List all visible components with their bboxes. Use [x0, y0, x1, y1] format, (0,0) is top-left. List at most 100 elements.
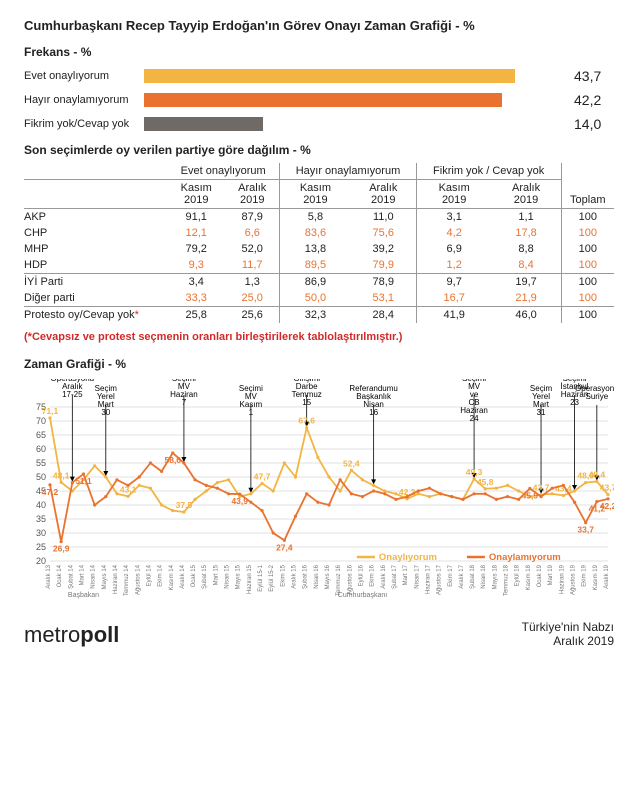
svg-text:Şubat 15: Şubat 15: [202, 564, 208, 589]
svg-text:Mayıs 16: Mayıs 16: [325, 564, 331, 589]
svg-text:Şubat 16: Şubat 16: [303, 564, 309, 589]
svg-text:1: 1: [249, 408, 254, 417]
bar-row: Fikrim yok/Cevap yok 14,0: [24, 115, 614, 133]
svg-text:MV: MV: [178, 382, 191, 391]
svg-text:65: 65: [36, 430, 46, 440]
svg-text:40: 40: [36, 500, 46, 510]
bar-row: Hayır onaylamıyorum42,2: [24, 91, 614, 109]
footer: metropoll Türkiye'nin Nabzı Aralık 2019: [24, 620, 614, 648]
time-series-chart: 20253035404550556065707517-25AralıkOpera…: [24, 379, 614, 602]
svg-text:Mart: Mart: [533, 400, 550, 409]
freq-label: Frekans - %: [24, 45, 614, 59]
svg-text:Nisan 17: Nisan 17: [414, 564, 420, 588]
svg-text:MV: MV: [468, 382, 481, 391]
bar-row: Evet onaylıyorum 43,7: [24, 67, 614, 85]
svg-text:7: 7: [182, 398, 187, 407]
svg-text:Mart 19: Mart 19: [548, 564, 554, 585]
svg-text:Mart 17: Mart 17: [403, 564, 409, 585]
bar-label: Hayır onaylamıyorum: [24, 94, 144, 106]
svg-text:Ekim 15: Ekim 15: [280, 564, 286, 586]
svg-text:47,2: 47,2: [42, 487, 59, 497]
svg-text:50: 50: [36, 472, 46, 482]
svg-text:43,7: 43,7: [600, 483, 614, 493]
svg-text:Mart: Mart: [98, 400, 115, 409]
svg-text:Başkanlık: Başkanlık: [356, 392, 392, 401]
footer-right: Türkiye'nin Nabzı Aralık 2019: [522, 620, 614, 648]
svg-text:Temmuz 14: Temmuz 14: [124, 564, 130, 596]
svg-text:Operasyonu: Operasyonu: [575, 384, 614, 393]
table-row: Diğer parti33,325,050,053,116,721,9100: [24, 290, 614, 307]
svg-text:Seçimi: Seçimi: [563, 379, 587, 383]
table-row: AKP91,187,95,811,03,11,1100: [24, 209, 614, 226]
svg-text:Temmuz: Temmuz: [292, 390, 322, 399]
svg-text:Mart 14: Mart 14: [79, 564, 85, 585]
svg-text:Haziran: Haziran: [170, 390, 198, 399]
svg-text:Darbe: Darbe: [296, 382, 318, 391]
svg-text:30: 30: [36, 528, 46, 538]
svg-text:Şubat 18: Şubat 18: [470, 564, 476, 589]
svg-text:Haziran 19: Haziran 19: [559, 564, 565, 594]
svg-text:17-25: 17-25: [62, 390, 83, 399]
svg-text:Haziran 17: Haziran 17: [425, 564, 431, 594]
svg-text:48,1: 48,1: [53, 470, 70, 480]
svg-text:30: 30: [101, 408, 110, 417]
linechart-title: Zaman Grafiği - %: [24, 357, 614, 371]
svg-text:Aralık 16: Aralık 16: [381, 564, 387, 588]
svg-text:Kasım 14: Kasım 14: [169, 564, 175, 590]
table-row: HDP9,311,789,579,91,28,4100: [24, 257, 614, 274]
svg-text:Mayıs 18: Mayıs 18: [492, 564, 498, 589]
svg-text:20: 20: [36, 556, 46, 566]
svg-text:15: 15: [302, 398, 311, 407]
svg-text:Başbakan: Başbakan: [68, 592, 99, 599]
page-title: Cumhurbaşkanı Recep Tayyip Erdoğan'ın Gö…: [24, 18, 614, 33]
bar-label: Fikrim yok/Cevap yok: [24, 118, 144, 130]
svg-text:Aralık 19: Aralık 19: [604, 564, 610, 588]
footnote: (*Cevapsız ve protest seçmenin oranları …: [24, 331, 614, 343]
svg-text:Mart 15: Mart 15: [213, 564, 219, 585]
table-row: Protesto oy/Cevap yok*25,825,632,328,441…: [24, 307, 614, 324]
svg-text:Nisan 16: Nisan 16: [314, 564, 320, 588]
svg-text:Suriye: Suriye: [585, 392, 608, 401]
svg-text:16: 16: [369, 408, 378, 417]
svg-text:49,3: 49,3: [466, 467, 483, 477]
svg-text:51,1: 51,1: [75, 476, 92, 486]
svg-text:47,7: 47,7: [254, 471, 271, 481]
bar-fill: [144, 117, 263, 131]
svg-text:Girişimi: Girişimi: [293, 379, 320, 383]
svg-text:Seçim: Seçim: [530, 384, 553, 393]
svg-text:Seçimi: Seçimi: [172, 379, 196, 383]
svg-text:Nisan: Nisan: [363, 400, 383, 409]
svg-text:Ocak 19: Ocak 19: [537, 564, 543, 587]
svg-text:37,5: 37,5: [176, 500, 193, 510]
svg-text:Aralık 13: Aralık 13: [46, 564, 52, 588]
svg-text:67,6: 67,6: [298, 416, 315, 426]
svg-text:26,9: 26,9: [53, 544, 70, 554]
svg-text:Operasyonu: Operasyonu: [51, 379, 95, 383]
bar-value: 43,7: [574, 68, 614, 84]
svg-text:Ağustos 19: Ağustos 19: [571, 564, 577, 595]
svg-text:Seçimi: Seçimi: [462, 379, 486, 383]
breakdown-title: Son seçimlerde oy verilen partiye göre d…: [24, 143, 614, 157]
svg-text:Eylül 14: Eylül 14: [146, 564, 152, 586]
svg-text:71,1: 71,1: [42, 406, 59, 416]
svg-text:Kasım 18: Kasım 18: [526, 564, 532, 590]
svg-text:52,4: 52,4: [343, 458, 360, 468]
svg-text:Kasım: Kasım: [240, 400, 263, 409]
svg-text:CB: CB: [469, 398, 480, 407]
svg-text:MV: MV: [245, 392, 258, 401]
svg-text:45,8: 45,8: [477, 477, 494, 487]
svg-text:Ekim 14: Ekim 14: [158, 564, 164, 586]
svg-text:Temmuz 18: Temmuz 18: [504, 564, 510, 596]
svg-text:Ekim 19: Ekim 19: [582, 564, 588, 586]
svg-text:Mayıs 14: Mayıs 14: [102, 564, 108, 589]
table-row: MHP79,252,013,839,26,98,8100: [24, 241, 614, 257]
svg-text:24: 24: [470, 414, 479, 423]
table-row: İYİ Parti3,41,386,978,99,719,7100: [24, 274, 614, 291]
svg-text:Yerel: Yerel: [532, 392, 550, 401]
bar-value: 14,0: [574, 116, 614, 132]
breakdown-table: Evet onaylıyorumHayır onaylamıyorumFikri…: [24, 163, 614, 323]
svg-text:Ekim 16: Ekim 16: [370, 564, 376, 586]
bar-label: Evet onaylıyorum: [24, 70, 144, 82]
svg-text:55: 55: [36, 458, 46, 468]
svg-text:45,9: 45,9: [522, 490, 539, 500]
